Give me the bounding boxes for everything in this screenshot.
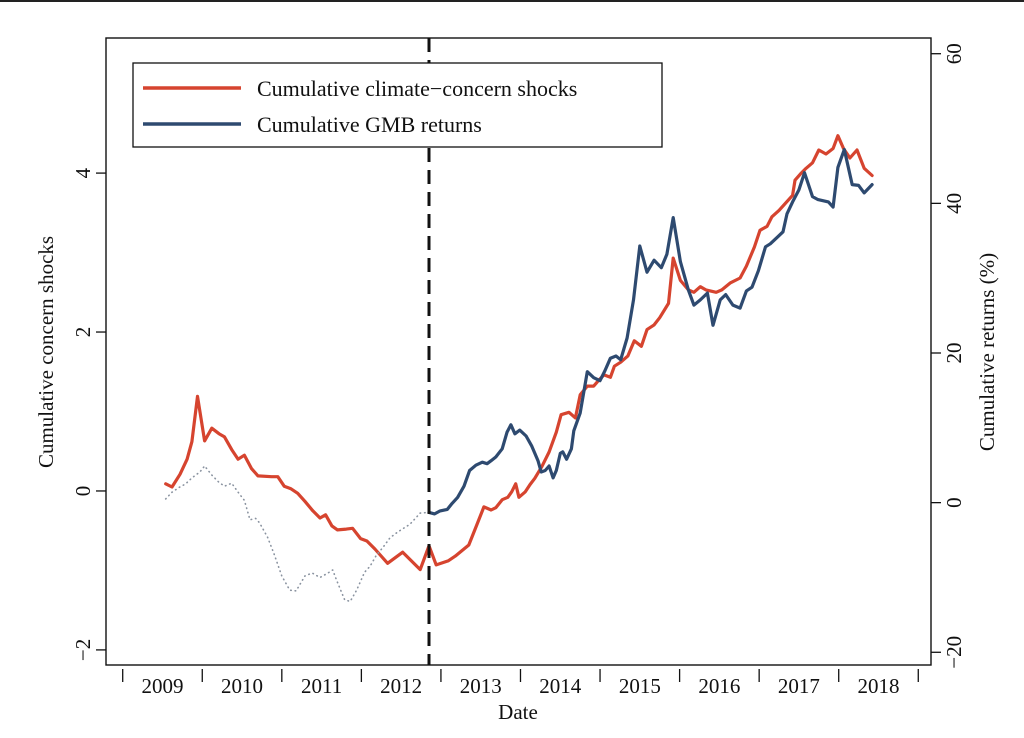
x-tick-label: 2017	[778, 674, 820, 698]
plot-frame	[105, 37, 932, 666]
series-line-0	[164, 134, 874, 572]
ticks-layer: 2009 2010 2011 2012 2013 2014 2015 2016 2017 2018…	[71, 43, 966, 698]
x-tick-label: 2015	[619, 674, 661, 698]
x-tick-label: 2011	[301, 674, 342, 698]
y-right-tick-label: 0	[942, 497, 966, 508]
y-left-tick-label: 2	[71, 327, 95, 338]
y-axis-right-title: Cumulative returns (%)	[975, 253, 999, 451]
series-line-1	[427, 147, 874, 516]
series-line-2	[164, 465, 430, 603]
series-layer	[164, 134, 874, 603]
legend-label-gmb-returns: Cumulative GMB returns	[257, 112, 482, 137]
x-tick-label: 2009	[141, 674, 183, 698]
y-left-tick-label: 4	[71, 167, 95, 178]
y-left-tick-label: −2	[71, 639, 95, 661]
y-right-tick-label: 60	[942, 43, 966, 64]
y-right-tick-label: 40	[942, 193, 966, 214]
x-tick-label: 2014	[539, 674, 582, 698]
y-right-tick-label: −20	[942, 636, 966, 669]
y-axis-left-title: Cumulative concern shocks	[34, 236, 58, 468]
x-tick-label: 2010	[221, 674, 263, 698]
x-tick-label: 2012	[380, 674, 422, 698]
plot-border	[105, 37, 932, 666]
x-axis-title: Date	[498, 700, 538, 724]
x-tick-label: 2018	[857, 674, 899, 698]
x-tick-label: 2013	[460, 674, 502, 698]
legend-label-climate-shocks: Cumulative climate−concern shocks	[257, 76, 577, 101]
y-left-tick-label: 0	[71, 486, 95, 497]
legend: Cumulative climate−concern shocks Cumula…	[132, 62, 663, 148]
legend-box	[132, 62, 663, 148]
top-border	[0, 0, 1024, 2]
x-tick-label: 2016	[698, 674, 740, 698]
y-right-tick-label: 20	[942, 342, 966, 363]
